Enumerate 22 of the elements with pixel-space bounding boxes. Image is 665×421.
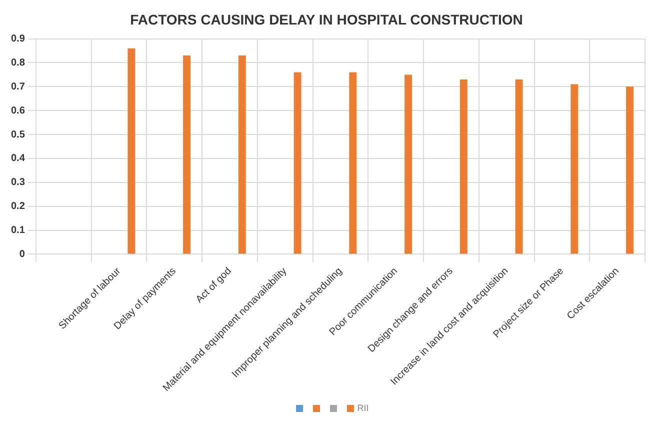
y-tick-label: 0 — [19, 248, 26, 260]
legend-label: RII — [357, 403, 369, 413]
bar — [128, 48, 136, 254]
y-tick-label: 0.3 — [10, 177, 26, 188]
bar — [404, 74, 412, 254]
y-tick-label: 0.4 — [10, 153, 26, 164]
chart-title: FACTORS CAUSING DELAY IN HOSPITAL CONSTRUCTION — [130, 11, 523, 28]
y-tick-label: 0.2 — [10, 201, 26, 212]
bar — [515, 79, 523, 254]
y-tick-label: 0.8 — [10, 57, 26, 68]
y-tick-label: 0.5 — [10, 129, 26, 140]
y-tick-label: 0.7 — [10, 81, 26, 92]
bar — [294, 72, 302, 254]
bar — [460, 79, 468, 254]
bar — [349, 72, 357, 254]
bar — [238, 56, 246, 254]
bar — [183, 56, 191, 254]
y-tick-label: 0.1 — [10, 225, 26, 236]
bar — [570, 84, 578, 254]
bar — [626, 86, 634, 254]
y-tick-label: 0.6 — [10, 105, 26, 116]
y-tick-label: 0.9 — [10, 34, 26, 45]
